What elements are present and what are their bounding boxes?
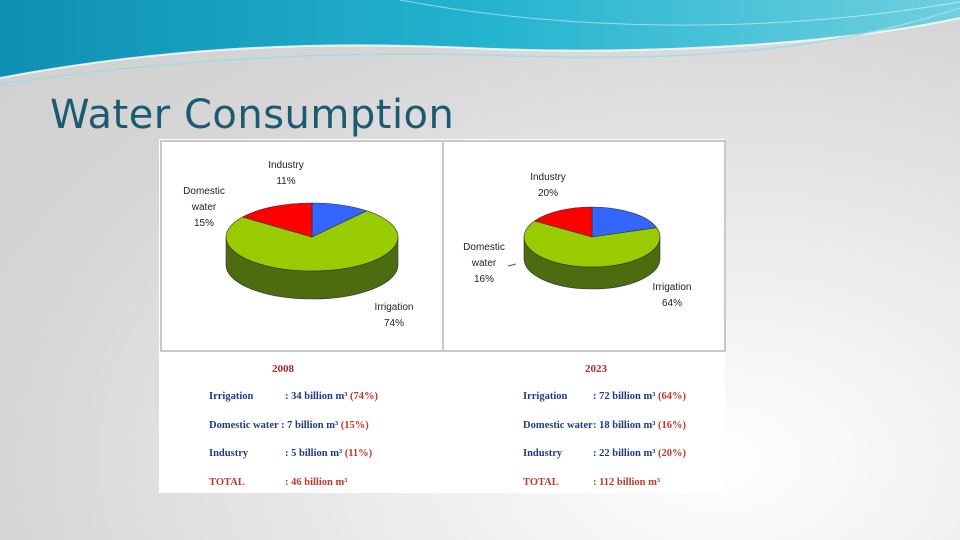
- pie-chart-2008-frame: Industry 11% Domestic water 15% Irrigati…: [160, 140, 444, 352]
- stats-table-2008: Irrigation : 34 billion m³ (74%) Domesti…: [209, 391, 429, 505]
- pct-2023-irrigation: 64%: [662, 298, 682, 309]
- stats-category: Irrigation: [209, 391, 254, 402]
- stats-total-value: : 112 billion m³: [593, 476, 661, 488]
- pct-2008-irrigation: 74%: [384, 318, 404, 329]
- stats-total-row: TOTAL : 112 billion m³: [523, 477, 723, 506]
- stats-value: : 34 billion m³ (74%): [285, 391, 378, 402]
- comparison-figure: Industry 11% Domestic water 15% Irrigati…: [159, 139, 726, 493]
- pct-2008-industry: 11%: [276, 176, 295, 187]
- stats-value: : 18 billion m³ (16%): [593, 419, 686, 431]
- pct-2023-domestic: 16%: [474, 274, 494, 285]
- pie-slice-irrigation: [523, 220, 661, 268]
- stats-value: : 5 billion m³ (11%): [285, 448, 373, 459]
- stats-value: : 7 billion m³ (15%): [281, 419, 369, 431]
- pie-chart-2008: Industry 11% Domestic water 15% Irrigati…: [183, 160, 414, 329]
- stats-total-value: : 46 billion m³: [285, 476, 348, 488]
- header-wave-decoration: [0, 0, 960, 85]
- stats-total-label: TOTAL: [523, 476, 559, 488]
- stats-total-label: TOTAL: [209, 476, 245, 488]
- year-label-2008: 2008: [272, 363, 294, 375]
- pct-2008-domestic: 15%: [194, 218, 214, 229]
- pie-chart-2023-frame: Industry 20% Domestic water 16% Irrigati…: [442, 140, 726, 352]
- stats-category: Domestic water: [209, 419, 279, 431]
- label-2023-irrigation: Irrigation: [653, 282, 692, 293]
- stats-category: Industry: [523, 448, 563, 459]
- stats-row: Domestic water : 18 billion m³ (16%): [523, 420, 723, 449]
- leader-line-2023-domestic: [507, 263, 517, 267]
- stats-row: Industry : 22 billion m³ (20%): [523, 448, 723, 477]
- stats-row: Industry : 5 billion m³ (11%): [209, 448, 429, 477]
- label-2008-domestic-line1: Domestic: [183, 186, 225, 197]
- stats-table-2023: Irrigation : 72 billion m³ (64%) Domesti…: [523, 391, 723, 505]
- stats-row: Irrigation : 34 billion m³ (74%): [209, 391, 429, 420]
- stats-row: Domestic water : 7 billion m³ (15%): [209, 420, 429, 449]
- stats-category: Irrigation: [523, 391, 568, 402]
- stats-category: Domestic water: [523, 419, 593, 431]
- stats-row: Irrigation : 72 billion m³ (64%): [523, 391, 723, 420]
- stats-category: Industry: [209, 448, 249, 459]
- year-label-2023: 2023: [585, 363, 607, 375]
- label-2023-industry: Industry: [530, 172, 566, 183]
- label-2008-industry: Industry: [268, 160, 304, 171]
- pct-2023-industry: 20%: [538, 188, 558, 199]
- label-2008-irrigation: Irrigation: [375, 302, 414, 313]
- pie-2023-slices: [523, 206, 661, 290]
- label-2023-domestic-line1: Domestic: [463, 242, 505, 253]
- pie-chart-2023: Industry 20% Domestic water 16% Irrigati…: [463, 172, 692, 309]
- pie-slice-domestic: [533, 206, 593, 238]
- label-2023-domestic-line2: water: [471, 258, 497, 269]
- pie-slice-domestic: [241, 202, 313, 238]
- stats-value: : 22 billion m³ (20%): [593, 448, 686, 459]
- stats-value: : 72 billion m³ (64%): [593, 391, 686, 402]
- pie-2008-slices: [225, 202, 399, 300]
- pie-slice-irrigation: [225, 210, 399, 272]
- slide-title: Water Consumption: [50, 92, 455, 138]
- stats-total-row: TOTAL : 46 billion m³: [209, 477, 429, 506]
- label-2008-domestic-line2: water: [191, 202, 217, 213]
- pie-slice-industry: [591, 206, 658, 238]
